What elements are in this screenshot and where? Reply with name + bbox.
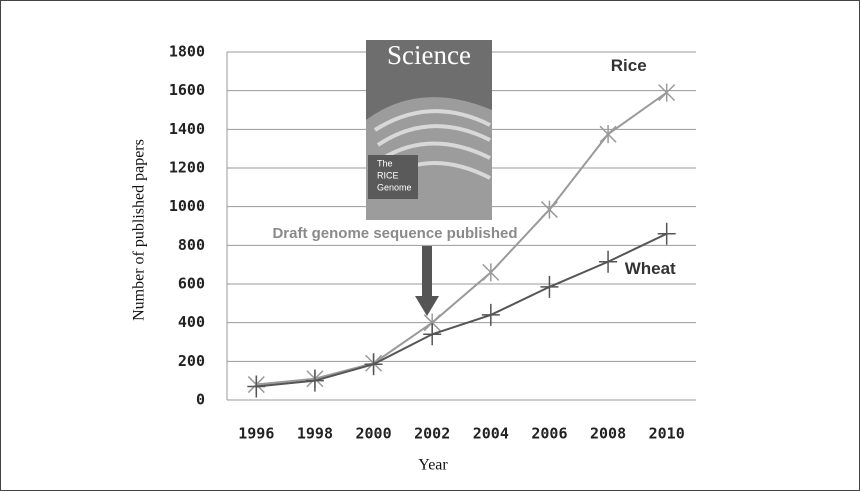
cover-title: Science xyxy=(387,40,471,70)
x-tick-label: 2008 xyxy=(590,425,626,443)
x-tick-label: 2004 xyxy=(473,425,509,443)
data-point xyxy=(658,223,676,245)
y-tick-label: 1200 xyxy=(169,159,205,177)
data-point xyxy=(483,263,499,281)
x-tick-label: 2002 xyxy=(414,425,450,443)
y-tick-label: 0 xyxy=(196,391,205,409)
data-point xyxy=(659,84,675,102)
y-tick-label: 200 xyxy=(178,352,205,370)
data-point xyxy=(599,251,617,273)
annotation: Draft genome sequence published xyxy=(272,225,517,242)
data-point xyxy=(540,276,558,298)
x-tick-label: 1996 xyxy=(238,425,274,443)
y-tick-label: 1000 xyxy=(169,197,205,215)
x-tick-label: 1998 xyxy=(297,425,333,443)
data-point xyxy=(600,125,616,143)
annotation-arrow xyxy=(415,246,439,316)
x-tick-label: 2006 xyxy=(531,425,567,443)
legend-label: Rice xyxy=(611,56,647,75)
y-tick-label: 1600 xyxy=(169,81,205,99)
chart: Number of published papers Year Science … xyxy=(0,0,860,491)
y-tick-label: 1400 xyxy=(169,120,205,138)
x-axis-title: Year xyxy=(418,457,448,474)
y-axis-title: Number of published papers xyxy=(131,139,148,321)
series-line xyxy=(256,234,666,387)
cover-caption: RICE xyxy=(377,170,399,180)
x-tick-label: 2010 xyxy=(649,425,685,443)
y-tick-label: 800 xyxy=(178,236,205,254)
y-tick-label: 1800 xyxy=(169,43,205,61)
cover-caption: The xyxy=(377,158,393,168)
cover-image: Science The RICE Genome xyxy=(366,40,492,220)
legend-label: Wheat xyxy=(625,259,676,278)
y-tick-label: 400 xyxy=(178,313,205,331)
page: {"chart_data": {"type": "line", "x_label… xyxy=(0,0,860,491)
cover-caption: Genome xyxy=(377,182,412,192)
y-tick-label: 600 xyxy=(178,275,205,293)
x-tick-label: 2000 xyxy=(356,425,392,443)
data-point xyxy=(541,201,557,219)
